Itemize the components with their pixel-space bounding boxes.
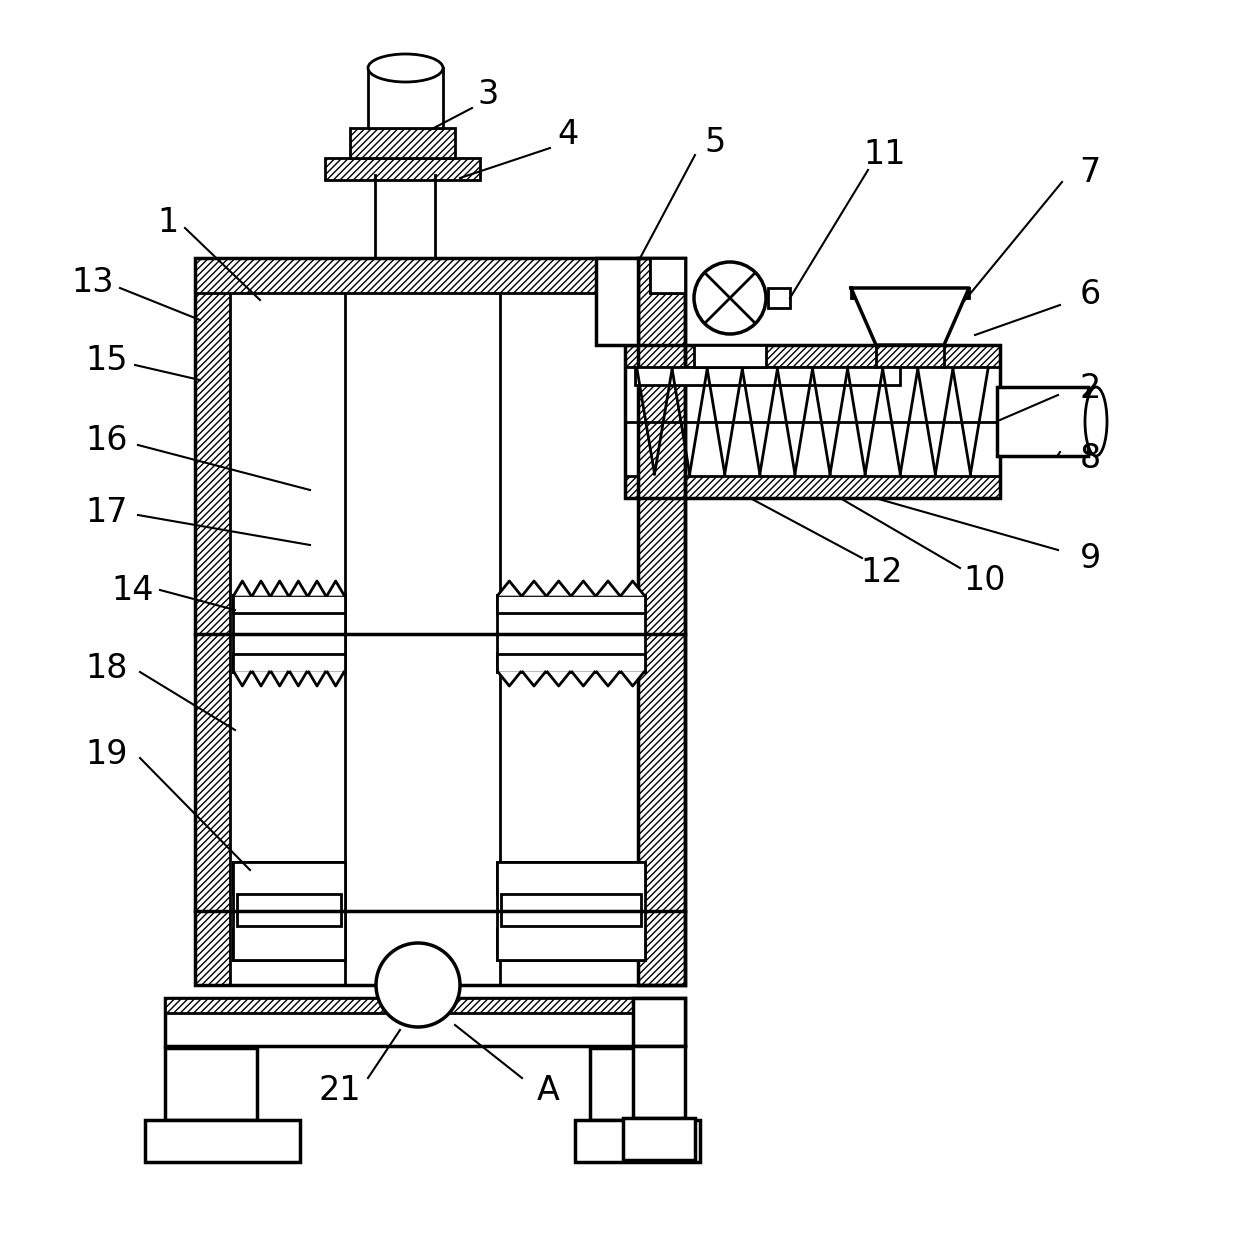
Polygon shape [253,672,269,686]
Bar [596,258,639,345]
Polygon shape [596,672,619,686]
Bar [625,476,999,498]
Polygon shape [498,582,521,595]
Polygon shape [290,672,306,686]
Polygon shape [523,672,546,686]
Text: 2: 2 [1079,372,1101,404]
Bar [596,334,639,345]
Text: 18: 18 [86,651,128,684]
Text: 21: 21 [319,1074,361,1106]
Text: 1: 1 [157,206,179,238]
Text: 12: 12 [861,556,903,589]
Bar [501,894,641,926]
Polygon shape [498,672,521,686]
Polygon shape [547,582,570,595]
Bar [497,928,645,960]
Bar [237,894,341,926]
Polygon shape [572,582,595,595]
Bar [368,68,443,128]
Text: A: A [537,1074,559,1106]
Bar [632,1047,684,1118]
Text: 13: 13 [72,267,114,300]
Bar [625,345,999,498]
Bar [195,258,229,985]
Bar [575,1120,701,1162]
Polygon shape [253,582,269,595]
Polygon shape [309,582,325,595]
Bar [497,595,645,613]
Text: 9: 9 [1079,542,1101,574]
Text: 15: 15 [86,343,128,377]
Bar [165,1048,257,1120]
Text: 3: 3 [477,78,498,112]
Polygon shape [596,582,619,595]
Bar [145,1120,300,1162]
Polygon shape [523,582,546,595]
Text: 4: 4 [557,119,579,151]
Bar [195,258,684,985]
Text: 10: 10 [963,563,1006,596]
Bar [233,862,345,960]
Bar [997,387,1087,456]
Bar [350,128,455,157]
Polygon shape [851,288,968,345]
Circle shape [694,262,766,334]
Polygon shape [572,672,595,686]
Bar [497,862,645,960]
Polygon shape [309,672,325,686]
Bar [497,595,645,672]
Text: 11: 11 [864,139,906,171]
Bar [650,258,684,985]
Bar [233,862,345,894]
Polygon shape [272,582,288,595]
Bar [596,258,639,270]
Bar [635,367,900,384]
Bar [639,258,684,985]
Bar [233,928,345,960]
Polygon shape [234,672,250,686]
Bar [851,288,968,298]
Bar [622,1118,694,1159]
Circle shape [376,942,460,1027]
Bar [768,288,790,308]
Polygon shape [290,582,306,595]
Bar [165,998,684,1047]
Polygon shape [621,672,644,686]
Bar [233,595,345,672]
Bar [650,258,684,293]
Polygon shape [327,672,343,686]
Bar [497,653,645,672]
Polygon shape [234,582,250,595]
Bar [325,157,480,180]
Text: 8: 8 [1080,441,1101,475]
Bar [590,1048,682,1120]
Bar [639,258,684,985]
Polygon shape [547,672,570,686]
Ellipse shape [368,55,443,82]
Bar [497,862,645,894]
Text: 6: 6 [1079,279,1101,311]
Polygon shape [621,582,644,595]
Ellipse shape [1085,387,1107,456]
Bar [632,998,684,1047]
Bar [233,653,345,672]
Bar [650,258,684,293]
Bar [195,258,684,293]
Text: 14: 14 [112,573,154,606]
Text: 5: 5 [704,125,725,159]
Text: 17: 17 [86,496,128,528]
Text: 16: 16 [86,424,128,456]
Text: 19: 19 [86,739,128,771]
Bar [233,595,345,613]
Bar [165,998,684,1013]
Text: 7: 7 [1079,155,1101,188]
Polygon shape [272,672,288,686]
Bar [625,345,999,367]
Bar [694,345,766,367]
Polygon shape [327,582,343,595]
